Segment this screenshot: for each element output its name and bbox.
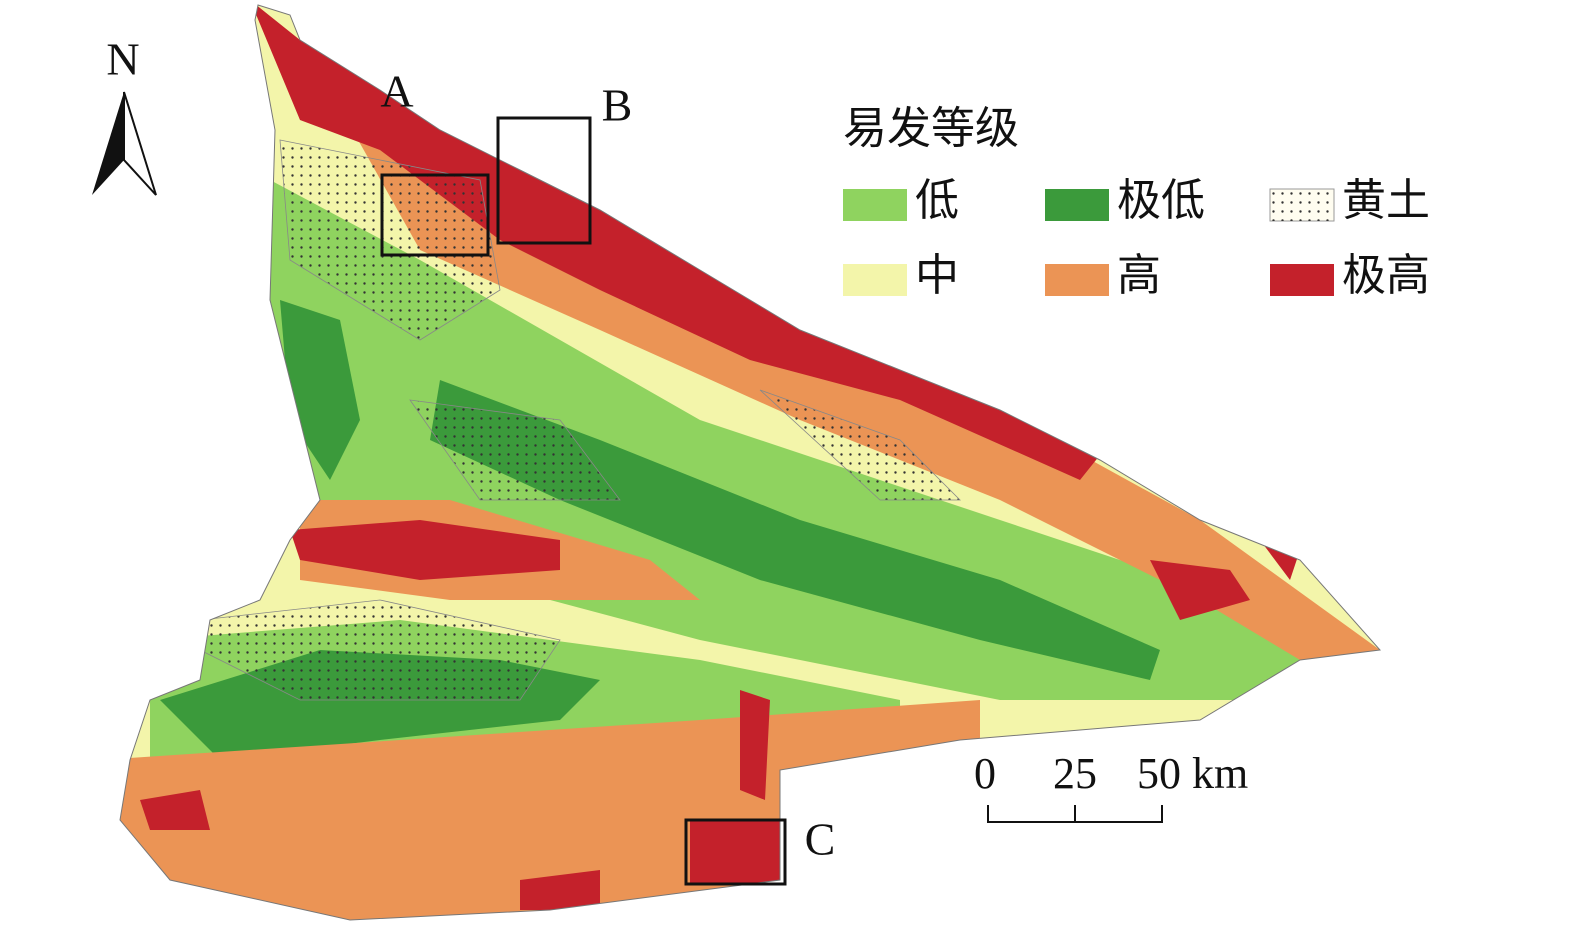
legend-swatch-pattern (1270, 189, 1334, 221)
legend-label: 黄土 (1342, 176, 1430, 225)
scale-bar (987, 805, 1163, 823)
legend-label: 低 (915, 176, 959, 225)
scale-label: 0 (974, 749, 996, 798)
zone-loess (199, 139, 961, 701)
legend-label: 极低 (1117, 176, 1205, 225)
scale-label: 50 km (1137, 749, 1248, 798)
legend-title: 易发等级 (843, 104, 1019, 153)
box-b (496, 116, 592, 245)
north-arrow (123, 91, 157, 196)
box-label: A (380, 66, 413, 117)
legend-swatch (843, 189, 907, 221)
north-arrow (92, 92, 124, 195)
box-label: B (602, 80, 633, 131)
zone-very-high (290, 520, 560, 580)
box-a (380, 173, 490, 257)
legend-swatch (1045, 264, 1109, 296)
box-c (684, 818, 787, 886)
scale-label: 25 (1053, 749, 1097, 798)
legend-swatch (1270, 264, 1334, 296)
legend: 低 极低 黄土中 高 极高 (843, 176, 1430, 300)
zone-very-high (1150, 540, 1300, 620)
north-label: N (106, 34, 139, 85)
map-outline (119, 4, 1382, 921)
legend-swatch (1045, 189, 1109, 221)
zone-very-low (430, 380, 1160, 680)
legend-swatch (843, 264, 907, 296)
legend-label: 极高 (1342, 251, 1430, 300)
legend-label: 高 (1117, 251, 1161, 300)
legend-label: 中 (915, 251, 959, 300)
box-label: C (805, 814, 836, 865)
